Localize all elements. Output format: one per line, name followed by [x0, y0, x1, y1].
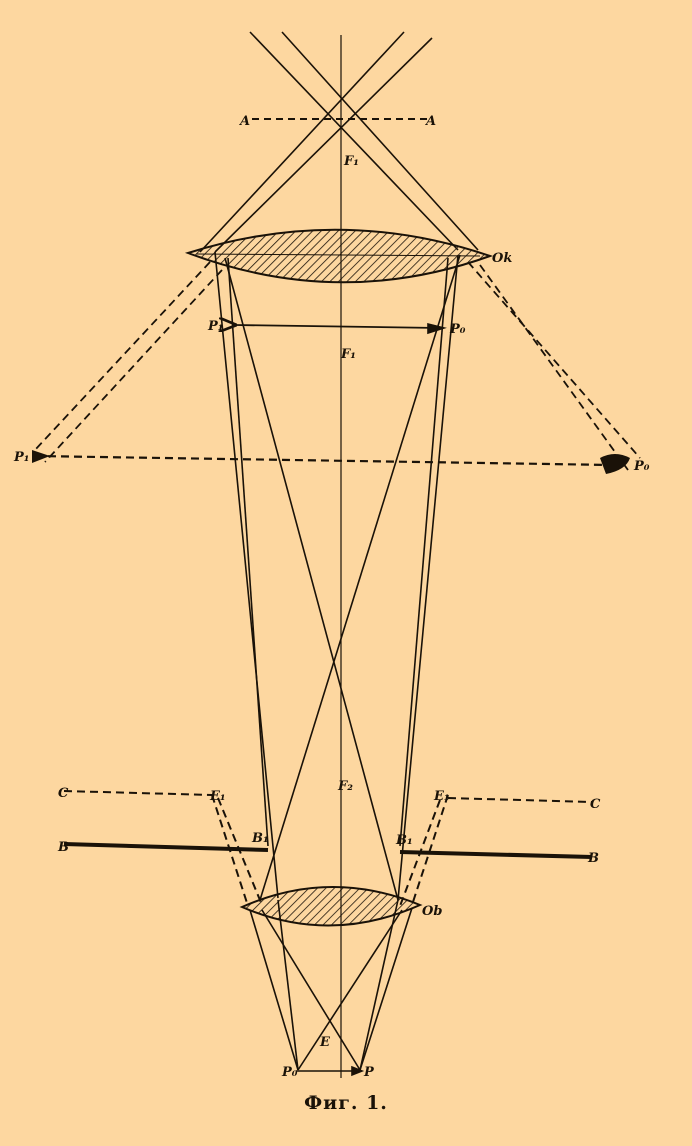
ocular-lens [184, 228, 494, 284]
label-e: E [319, 1035, 331, 1050]
label-c-left: C [58, 786, 69, 801]
label-b1-right: B₁ [395, 833, 413, 848]
virtual-image-blot [600, 454, 630, 474]
label-a-left: A [238, 114, 250, 129]
label-b1-left: B₁ [251, 831, 269, 846]
label-p0-far: P₀ [633, 459, 650, 474]
objective-lens [239, 886, 423, 927]
label-f2: F₂ [337, 779, 353, 794]
label-f1-lower: F₁ [340, 347, 356, 362]
label-ok: Ok [492, 251, 512, 266]
label-p0-object: P₀ [281, 1065, 298, 1080]
diaphragm-right [399, 850, 593, 859]
label-p1-far: P₁ [13, 450, 29, 465]
incident-rays [199, 31, 479, 253]
label-e1-right: E₁ [433, 789, 450, 804]
label-e1-left: E₁ [209, 789, 226, 804]
diaphragm-left [63, 842, 269, 852]
label-b-right: B [587, 851, 599, 866]
figure-caption: Фиг. 1. [304, 1092, 388, 1114]
label-p0-image: P₀ [449, 322, 466, 337]
label-p-object: P [363, 1065, 375, 1080]
label-b-left: B [57, 840, 69, 855]
label-a-right: A [424, 114, 436, 129]
label-ob: Ob [422, 904, 442, 919]
lower-rays [249, 899, 413, 1071]
label-f1-upper: F₁ [343, 154, 359, 169]
label-p1-image: P₁ [207, 319, 223, 334]
label-c-right: C [590, 797, 601, 812]
main-rays [214, 251, 461, 901]
image-arrow-p1-p0 [235, 325, 441, 328]
virtual-image-rays [34, 261, 641, 471]
